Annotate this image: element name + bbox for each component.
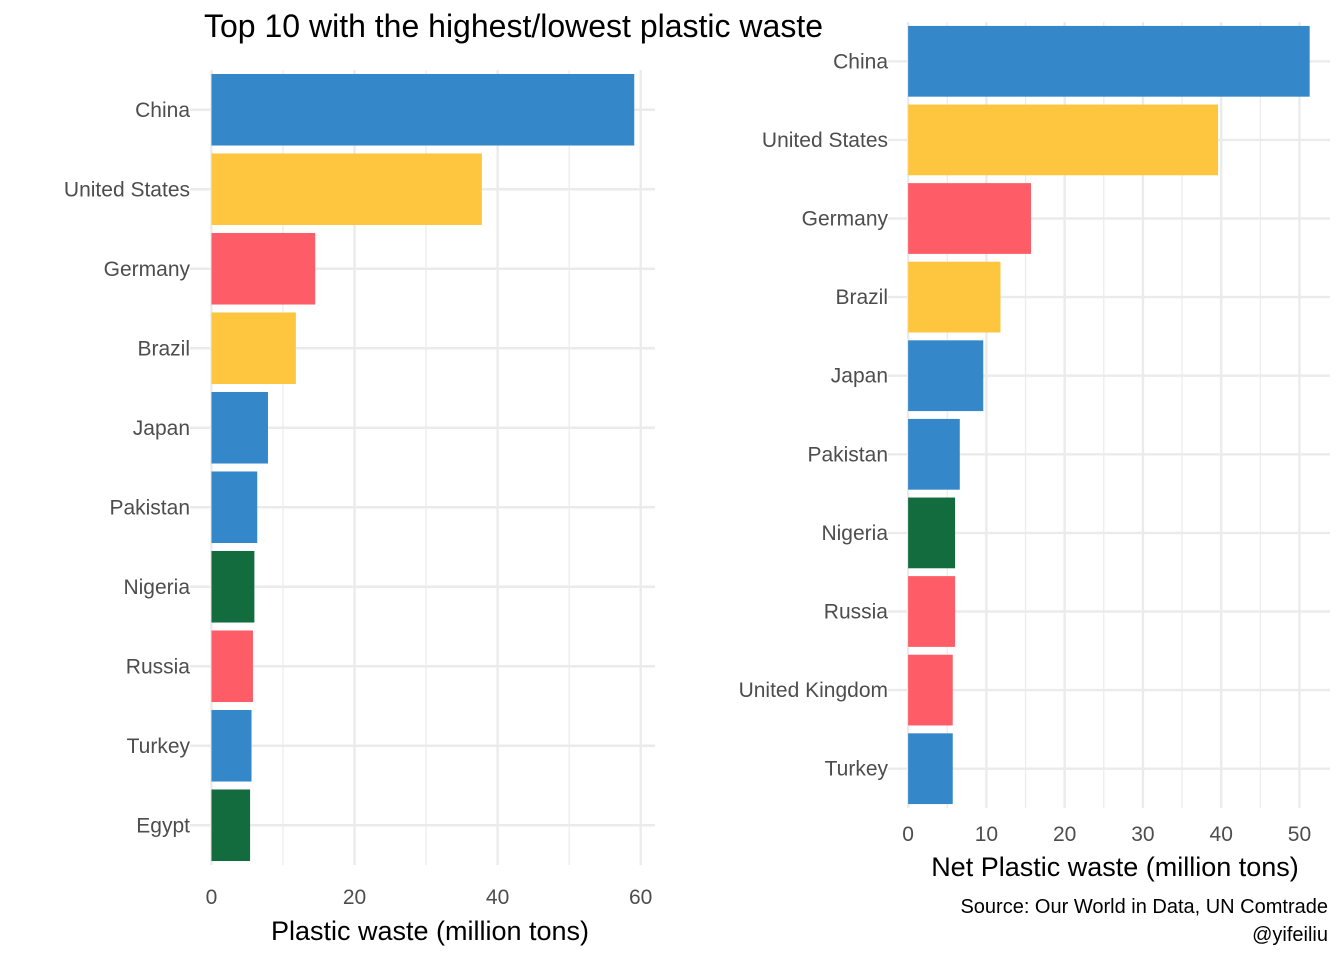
category-label: Turkey (127, 735, 191, 758)
category-label: Pakistan (109, 496, 190, 519)
category-label: China (833, 50, 888, 73)
bar-united-states (908, 104, 1219, 176)
bar-united-kingdom (908, 654, 953, 726)
chart-title: Top 10 with the highest/lowest plastic w… (204, 8, 823, 44)
bar-germany (908, 183, 1032, 254)
x-tick-label: 20 (1053, 823, 1076, 846)
x-tick-label: 30 (1131, 823, 1154, 846)
category-label: Germany (802, 208, 889, 231)
source-note: Source: Our World in Data, UN Comtrade (960, 896, 1328, 918)
bar-nigeria (908, 497, 956, 569)
x-tick-label: 40 (1210, 823, 1233, 846)
category-label: Japan (831, 365, 888, 388)
bar-pakistan (908, 418, 960, 490)
x-tick-label: 40 (486, 886, 509, 909)
category-label: Nigeria (821, 522, 888, 545)
bar-brazil (908, 261, 1001, 333)
bar-egypt (211, 789, 251, 862)
category-label: China (135, 99, 190, 122)
x-tick-label: 0 (206, 886, 218, 909)
category-label: Egypt (136, 814, 190, 837)
bar-united-states (211, 153, 482, 226)
bar-russia (908, 576, 956, 647)
x-axis-label: Net Plastic waste (million tons) (931, 852, 1299, 882)
bar-turkey (908, 733, 953, 805)
x-tick-label: 60 (629, 886, 652, 909)
bar-japan (211, 391, 268, 464)
category-label: United States (64, 178, 190, 201)
bar-brazil (211, 312, 296, 385)
caption: Source: Our World in Data, UN Comtrade @… (960, 893, 1328, 949)
category-label: Brazil (835, 286, 888, 309)
x-axis-label: Plastic waste (million tons) (271, 916, 589, 946)
category-label: Turkey (825, 758, 889, 781)
category-label: Germany (104, 258, 191, 281)
bar-pakistan (211, 471, 258, 544)
x-tick-label: 20 (343, 886, 366, 909)
bar-turkey (211, 709, 252, 782)
category-label: Japan (133, 417, 190, 440)
bar-nigeria (211, 550, 255, 623)
bar-china (211, 73, 635, 146)
category-label: Russia (824, 601, 889, 624)
author-handle: @yifeiliu (1252, 924, 1328, 946)
bar-germany (211, 232, 316, 305)
category-label: Brazil (137, 337, 190, 360)
category-label: Russia (126, 655, 191, 678)
bar-china (908, 25, 1310, 97)
category-label: Nigeria (123, 576, 190, 599)
bar-japan (908, 340, 984, 412)
category-label: United Kingdom (739, 679, 888, 702)
bar-russia (211, 630, 253, 703)
category-label: Pakistan (807, 443, 888, 466)
category-label: United States (762, 129, 888, 152)
x-tick-label: 50 (1288, 823, 1311, 846)
x-tick-label: 0 (902, 823, 914, 846)
x-tick-label: 10 (975, 823, 998, 846)
